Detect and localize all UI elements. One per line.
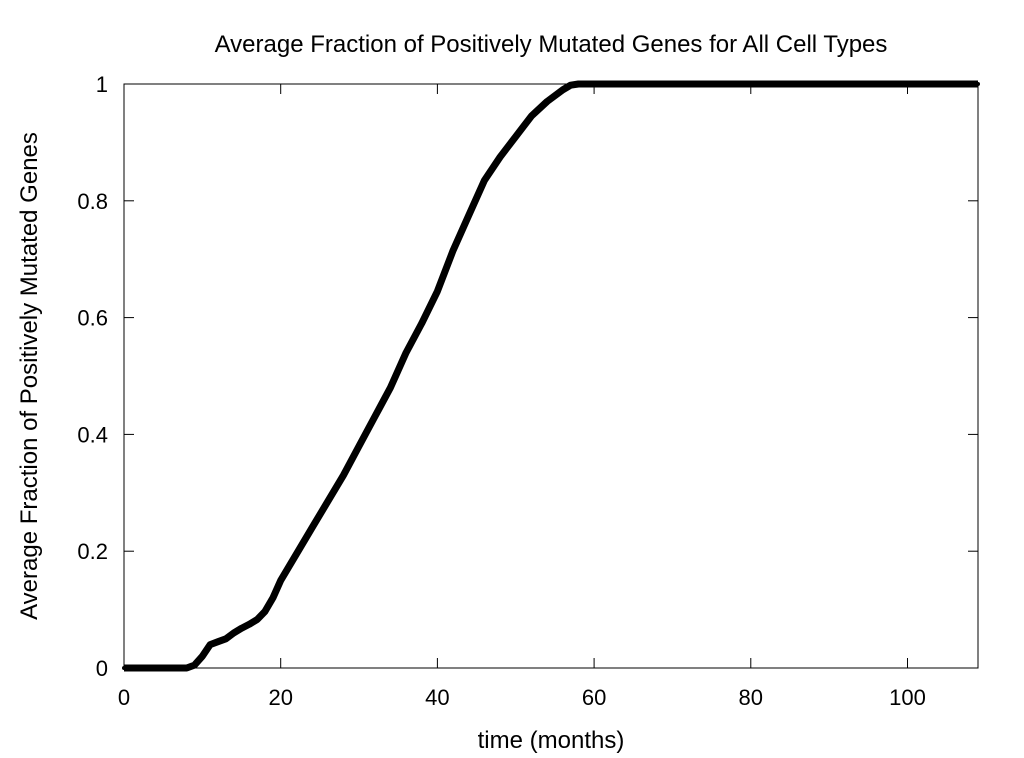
- data-point: [263, 609, 267, 614]
- data-point: [270, 595, 275, 600]
- data-point: [513, 134, 518, 139]
- x-tick-label: 80: [739, 685, 763, 710]
- y-tick-label: 0.4: [77, 422, 108, 447]
- data-point: [451, 248, 456, 253]
- x-tick-label: 100: [889, 685, 926, 710]
- data-point: [357, 444, 361, 449]
- data-point: [208, 642, 213, 647]
- y-axis-label: Average Fraction of Positively Mutated G…: [16, 132, 43, 620]
- data-point: [310, 525, 314, 530]
- data-point: [278, 578, 283, 583]
- axis-ticks: [123, 83, 978, 669]
- chart-title: Average Fraction of Positively Mutated G…: [215, 31, 888, 58]
- tick-labels: 0 20 40 60 80 100 0 0.2 0.4 0.6 0.8 1: [77, 72, 925, 710]
- data-point: [223, 636, 228, 641]
- series-line: [124, 80, 978, 672]
- x-tick-label: 0: [118, 685, 130, 710]
- y-tick-label: 0.6: [77, 306, 108, 331]
- data-point: [388, 385, 393, 390]
- data-point: [419, 321, 424, 326]
- x-axis-label: time (months): [478, 727, 625, 754]
- x-tick-label: 40: [425, 685, 449, 710]
- y-tick-label: 0.2: [77, 539, 108, 564]
- data-point: [545, 99, 550, 104]
- data-point: [372, 414, 377, 419]
- data-point: [192, 663, 197, 668]
- data-point: [325, 499, 330, 504]
- data-series: [122, 80, 980, 672]
- data-point: [529, 114, 534, 119]
- y-tick-label: 0: [96, 656, 108, 681]
- y-tick-label: 1: [96, 72, 108, 97]
- data-point: [200, 654, 205, 659]
- data-point: [231, 631, 236, 635]
- data-point: [216, 639, 220, 644]
- y-tick-label: 0.8: [77, 189, 108, 214]
- data-point: [294, 552, 299, 557]
- x-tick-label: 60: [582, 685, 606, 710]
- data-point: [239, 626, 244, 631]
- x-tick-label: 20: [268, 685, 292, 710]
- data-point: [255, 617, 260, 622]
- data-point: [247, 622, 252, 627]
- plot-frame: [123, 83, 979, 669]
- data-point: [498, 155, 503, 159]
- data-point: [404, 350, 409, 355]
- data-point: [435, 289, 440, 294]
- data-point: [466, 213, 471, 218]
- data-point: [482, 178, 487, 183]
- data-point: [341, 473, 346, 478]
- data-point: [560, 87, 565, 92]
